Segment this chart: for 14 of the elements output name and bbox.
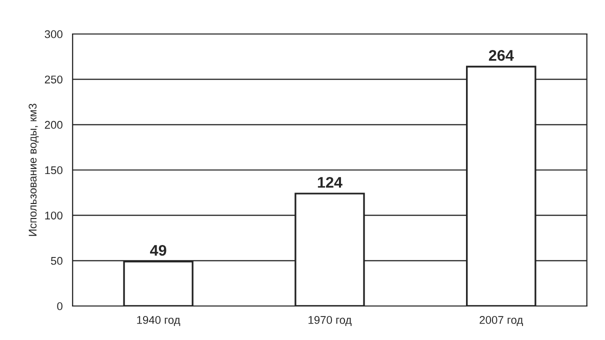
y-tick-label: 100	[45, 212, 62, 220]
y-tick-label: 50	[50, 256, 62, 265]
y-tick-label: 150	[45, 166, 62, 174]
data-label: 49	[150, 244, 166, 256]
data-label: 124	[318, 176, 342, 188]
y-tick-label: 300	[44, 30, 62, 38]
y-tick-label: 0	[57, 302, 62, 310]
x-tick-label: 1940 год	[137, 316, 180, 326]
y-axis-title: Использование воды, км3	[28, 104, 39, 236]
data-label: 264	[488, 50, 514, 61]
x-tick-label: 2007 год	[480, 316, 523, 326]
y-tick-label: 250	[44, 76, 62, 84]
y-tick-label: 200	[44, 120, 62, 129]
x-tick-label: 1970 год	[308, 316, 352, 326]
